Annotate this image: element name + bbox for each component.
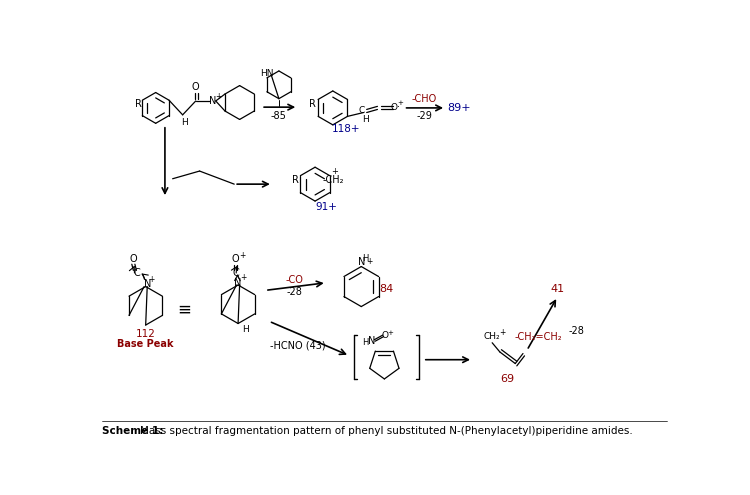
Text: O: O: [192, 82, 200, 92]
Text: H: H: [362, 115, 368, 124]
Text: -CHO: -CHO: [412, 95, 437, 104]
Text: R: R: [134, 99, 142, 109]
Text: N: N: [235, 278, 242, 288]
Text: 112: 112: [136, 329, 155, 339]
Text: +: +: [366, 257, 372, 266]
Text: H: H: [242, 325, 249, 334]
Text: -CO: -CO: [285, 275, 303, 286]
Text: -29: -29: [416, 111, 432, 121]
Text: 89+: 89+: [447, 103, 471, 113]
Text: Mass spectral fragmentation pattern of phenyl substituted N-(Phenylacetyl)piperi: Mass spectral fragmentation pattern of p…: [140, 426, 633, 436]
Text: N: N: [143, 279, 151, 289]
Text: +: +: [499, 328, 506, 337]
Text: N: N: [368, 336, 375, 346]
Text: H: H: [362, 338, 368, 347]
Text: HN: HN: [260, 69, 274, 78]
Text: +: +: [388, 330, 394, 336]
Text: +: +: [148, 275, 155, 284]
Text: 84: 84: [380, 284, 394, 294]
Text: 69: 69: [500, 374, 514, 384]
Text: ·: ·: [397, 102, 400, 112]
Text: CH₂: CH₂: [484, 332, 500, 341]
Text: N: N: [358, 257, 365, 267]
Text: R: R: [309, 99, 316, 109]
Text: R: R: [292, 175, 298, 185]
Text: +: +: [238, 251, 245, 260]
Text: C: C: [232, 268, 239, 278]
Text: ≡: ≡: [177, 300, 191, 319]
Text: -HCNO (43): -HCNO (43): [269, 341, 326, 351]
Text: C: C: [133, 268, 140, 279]
Text: N: N: [209, 96, 216, 106]
Text: -CH₂=CH₂: -CH₂=CH₂: [514, 332, 562, 342]
Text: -CH₂: -CH₂: [322, 175, 344, 185]
Text: Scheme 1:: Scheme 1:: [102, 426, 166, 436]
Text: H: H: [362, 254, 368, 263]
Text: +: +: [240, 273, 247, 282]
Text: C: C: [359, 106, 365, 115]
Text: -85: -85: [271, 111, 286, 121]
Text: Base Peak: Base Peak: [118, 339, 174, 349]
Text: O: O: [232, 254, 239, 264]
Text: +: +: [331, 167, 338, 176]
Text: O: O: [130, 254, 137, 264]
Text: 118+: 118+: [332, 124, 360, 134]
Text: +: +: [214, 92, 221, 101]
Text: O: O: [391, 103, 398, 112]
Text: +: +: [397, 100, 403, 106]
Text: -28: -28: [286, 287, 302, 297]
Text: 91+: 91+: [316, 202, 338, 212]
Text: O: O: [382, 331, 388, 340]
Text: H: H: [181, 118, 188, 127]
Text: -28: -28: [569, 326, 585, 336]
Text: 41: 41: [550, 284, 565, 294]
